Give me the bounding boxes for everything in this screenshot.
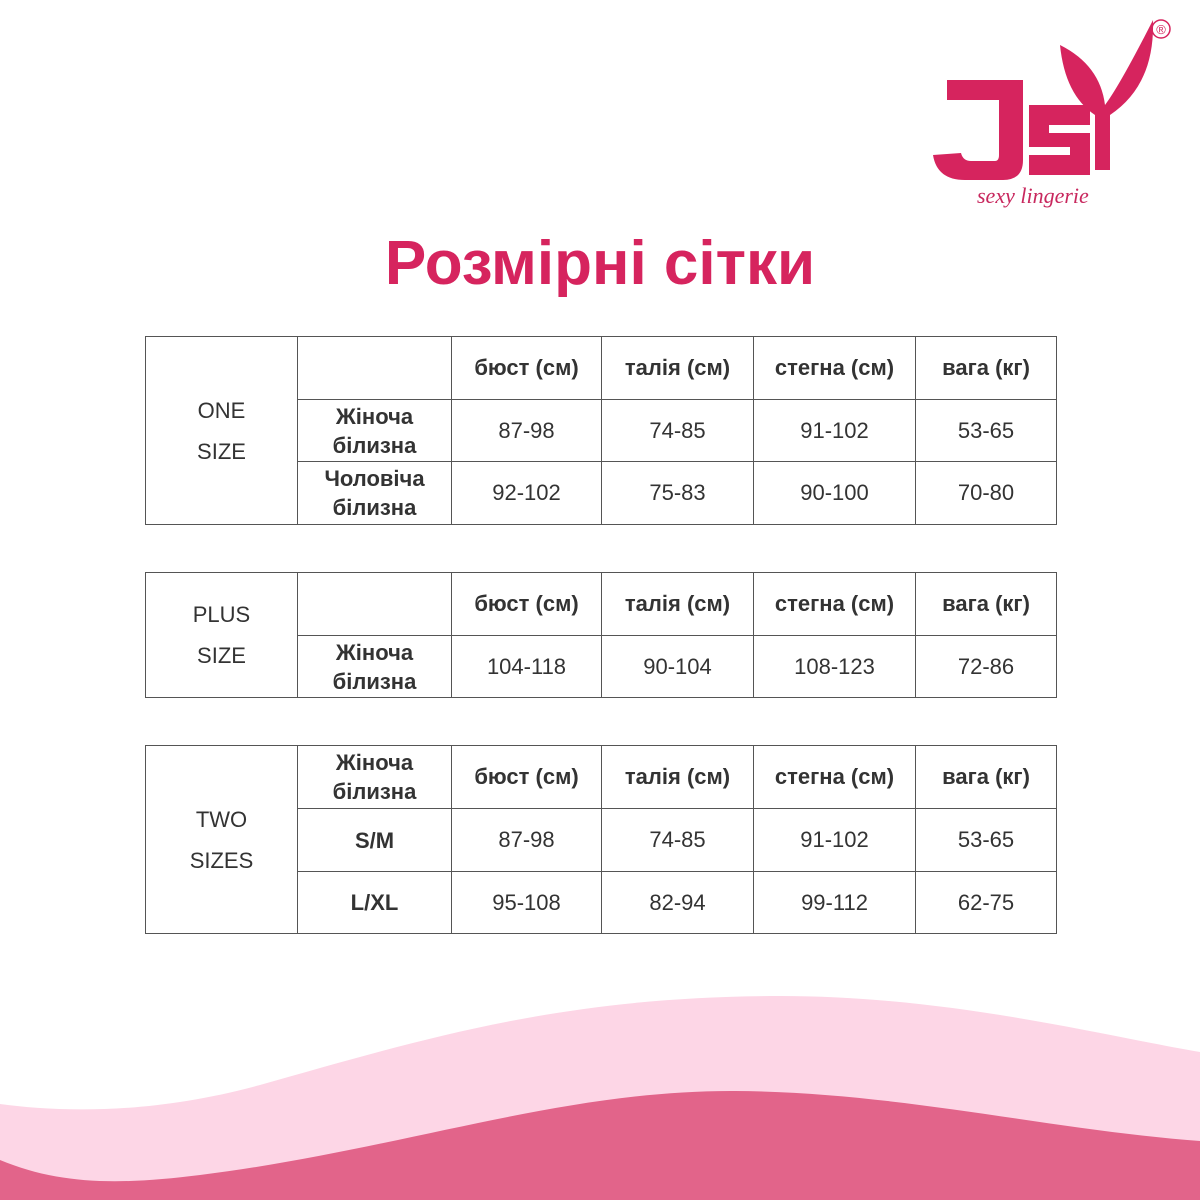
- cell: 92-102: [451, 461, 602, 525]
- corner-cell: Жіноча білизна: [297, 745, 452, 809]
- row-label: Жіноча білизна: [297, 399, 452, 462]
- brand-tagline: sexy lingerie: [977, 183, 1089, 208]
- size-group-label: ONE SIZE: [145, 336, 298, 525]
- cell: 90-104: [601, 635, 754, 698]
- column-header: вага (кг): [915, 745, 1057, 809]
- column-header: стегна (см): [753, 745, 916, 809]
- cell: 72-86: [915, 635, 1057, 698]
- corner-cell: [297, 336, 452, 400]
- cell: 53-65: [915, 399, 1057, 462]
- cell: 53-65: [915, 808, 1057, 872]
- size-table-plus-size: PLUS SIZE бюст (см) талія (см) стегна (с…: [145, 572, 1057, 698]
- corner-cell: [297, 572, 452, 636]
- cell: 91-102: [753, 808, 916, 872]
- cell: 82-94: [601, 871, 754, 934]
- cell: 75-83: [601, 461, 754, 525]
- cell: 99-112: [753, 871, 916, 934]
- cell: 70-80: [915, 461, 1057, 525]
- cell: 108-123: [753, 635, 916, 698]
- table-row: Жіноча білизна 104-118 90-104 108-123 72…: [146, 635, 1057, 698]
- column-header: стегна (см): [753, 336, 916, 400]
- table-row: Жіноча білизна 87-98 74-85 91-102 53-65: [146, 399, 1057, 462]
- cell: 95-108: [451, 871, 602, 934]
- table-row: S/M 87-98 74-85 91-102 53-65: [146, 808, 1057, 872]
- size-group-label: TWO SIZES: [145, 745, 298, 934]
- brand-logo: ®: [933, 19, 1171, 180]
- size-table-one-size: ONE SIZE бюст (см) талія (см) стегна (см…: [145, 336, 1057, 525]
- row-label: S/M: [297, 808, 452, 872]
- column-header: бюст (см): [451, 745, 602, 809]
- column-header: вага (кг): [915, 336, 1057, 400]
- decorative-waves: [0, 996, 1200, 1200]
- row-label: L/XL: [297, 871, 452, 934]
- column-header: бюст (см): [451, 336, 602, 400]
- cell: 74-85: [601, 808, 754, 872]
- column-header: талія (см): [601, 572, 754, 636]
- column-header: бюст (см): [451, 572, 602, 636]
- svg-text:®: ®: [1156, 22, 1166, 37]
- row-label: Жіноча білизна: [297, 635, 452, 698]
- column-header: вага (кг): [915, 572, 1057, 636]
- cell: 91-102: [753, 399, 916, 462]
- table-row: Чоловіча білизна 92-102 75-83 90-100 70-…: [146, 461, 1057, 525]
- column-header: стегна (см): [753, 572, 916, 636]
- column-header: талія (см): [601, 745, 754, 809]
- cell: 74-85: [601, 399, 754, 462]
- table-row: L/XL 95-108 82-94 99-112 62-75: [146, 871, 1057, 934]
- cell: 104-118: [451, 635, 602, 698]
- cell: 90-100: [753, 461, 916, 525]
- cell: 87-98: [451, 399, 602, 462]
- cell: 87-98: [451, 808, 602, 872]
- wave-dark: [0, 1090, 1200, 1200]
- column-header: талія (см): [601, 336, 754, 400]
- size-table-two-sizes: TWO SIZES Жіноча білизна бюст (см) талія…: [145, 745, 1057, 934]
- page-title: Розмірні сітки: [384, 229, 816, 298]
- row-label: Чоловіча білизна: [297, 461, 452, 525]
- size-group-label: PLUS SIZE: [145, 572, 298, 698]
- cell: 62-75: [915, 871, 1057, 934]
